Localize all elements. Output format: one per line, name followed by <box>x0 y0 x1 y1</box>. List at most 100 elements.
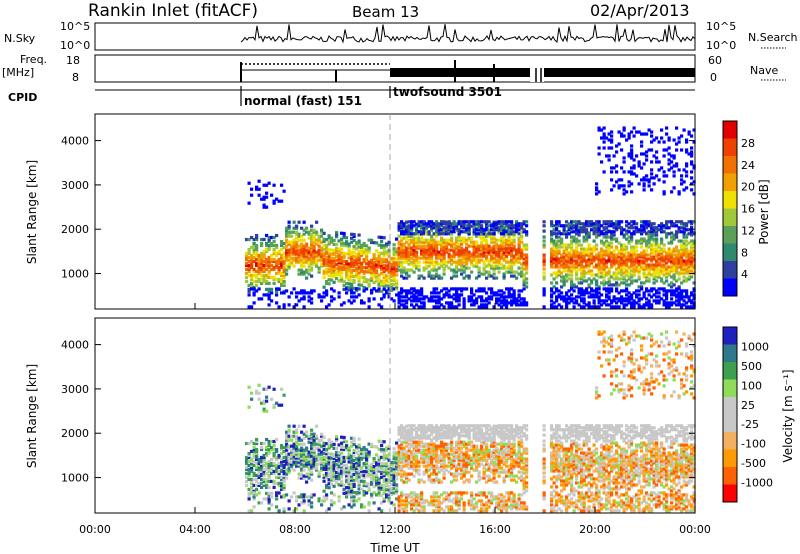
power-cell <box>400 289 404 293</box>
power-cell <box>432 264 436 268</box>
power-cell <box>652 239 656 243</box>
power-cell <box>495 242 499 246</box>
power-cell <box>405 228 409 232</box>
power-cell <box>350 301 354 305</box>
power-cell <box>670 297 674 301</box>
power-cell <box>330 266 334 270</box>
power-cell <box>587 305 591 309</box>
velocity-cell <box>322 435 326 439</box>
power-cell <box>420 250 424 254</box>
power-cell <box>330 268 334 272</box>
freq-unit-label: [MHz] <box>2 66 34 79</box>
velocity-cell <box>365 482 369 486</box>
velocity-cell <box>335 447 339 451</box>
power-cell <box>665 132 669 136</box>
power-colorbar-tick: 28 <box>741 137 755 150</box>
power-cell <box>652 233 656 237</box>
velocity-cell <box>325 461 329 466</box>
power-cell <box>562 299 566 303</box>
power-cell <box>617 261 621 265</box>
power-cell <box>415 232 419 236</box>
power-cell <box>370 264 374 268</box>
power-cell <box>567 295 571 299</box>
power-cell <box>630 253 634 257</box>
power-cell <box>397 305 401 309</box>
velocity-cell <box>332 464 336 468</box>
power-cell <box>505 287 509 291</box>
power-cell <box>555 257 559 261</box>
velocity-cell <box>375 445 379 449</box>
power-cell <box>377 283 381 287</box>
velocity-cell <box>270 491 274 495</box>
power-cell <box>645 289 649 293</box>
power-cell <box>380 289 384 293</box>
power-cell <box>457 297 461 301</box>
velocity-cell <box>317 497 321 501</box>
velocity-cell <box>330 444 334 448</box>
power-cell <box>657 140 661 144</box>
power-cell <box>520 248 524 252</box>
velocity-cell <box>245 483 249 488</box>
power-cell <box>640 285 644 289</box>
power-cell <box>630 144 634 148</box>
power-cell <box>617 299 621 303</box>
power-cell <box>307 268 311 272</box>
power-cell <box>450 254 454 258</box>
power-cell <box>312 228 316 232</box>
power-cell <box>502 226 506 230</box>
power-cell <box>280 239 284 244</box>
power-cell <box>420 301 424 305</box>
power-cell <box>470 236 474 240</box>
power-cell <box>675 259 679 263</box>
power-cell <box>427 272 431 276</box>
power-cell <box>357 275 361 279</box>
velocity-cell <box>267 491 271 495</box>
power-cell <box>385 258 389 262</box>
power-cell <box>272 259 276 264</box>
power-cell <box>477 252 481 256</box>
velocity-cell <box>350 460 354 464</box>
power-cell <box>675 142 679 146</box>
power-cell <box>567 265 571 269</box>
power-cell <box>350 264 354 268</box>
power-cell <box>672 259 676 263</box>
power-cell <box>447 293 451 297</box>
velocity-cell <box>285 444 289 448</box>
velocity-cell <box>250 459 254 464</box>
power-cell <box>472 252 476 256</box>
power-cell <box>522 247 526 251</box>
power-cell <box>682 263 686 267</box>
power-cell <box>252 279 256 284</box>
velocity-cell <box>287 430 291 434</box>
velocity-cell <box>367 464 371 468</box>
velocity-cell <box>367 501 371 505</box>
velocity-cell <box>335 463 339 467</box>
power-cell <box>342 283 346 287</box>
power-cell <box>510 270 514 274</box>
velocity-cell <box>312 444 316 448</box>
velocity-cell <box>270 397 274 401</box>
velocity-cell <box>372 467 376 471</box>
power-cell <box>300 289 304 293</box>
power-cell <box>440 242 444 246</box>
power-cell <box>290 234 294 238</box>
power-cell <box>662 301 666 305</box>
velocity-cell <box>360 471 364 475</box>
power-cell <box>497 254 501 258</box>
velocity-cell <box>282 459 286 464</box>
power-cell <box>430 236 434 240</box>
velocity-cell <box>335 453 339 457</box>
power-cell <box>402 268 406 272</box>
power-cell <box>430 252 434 256</box>
velocity-cell <box>320 452 324 456</box>
power-cell <box>252 291 256 295</box>
power-cell <box>335 276 339 281</box>
power-cell <box>417 222 421 226</box>
power-cell <box>602 126 606 130</box>
power-cell <box>622 289 626 293</box>
power-cell <box>517 246 521 250</box>
power-cell <box>387 260 391 264</box>
velocity-cell <box>272 461 276 466</box>
velocity-cell <box>332 493 336 497</box>
